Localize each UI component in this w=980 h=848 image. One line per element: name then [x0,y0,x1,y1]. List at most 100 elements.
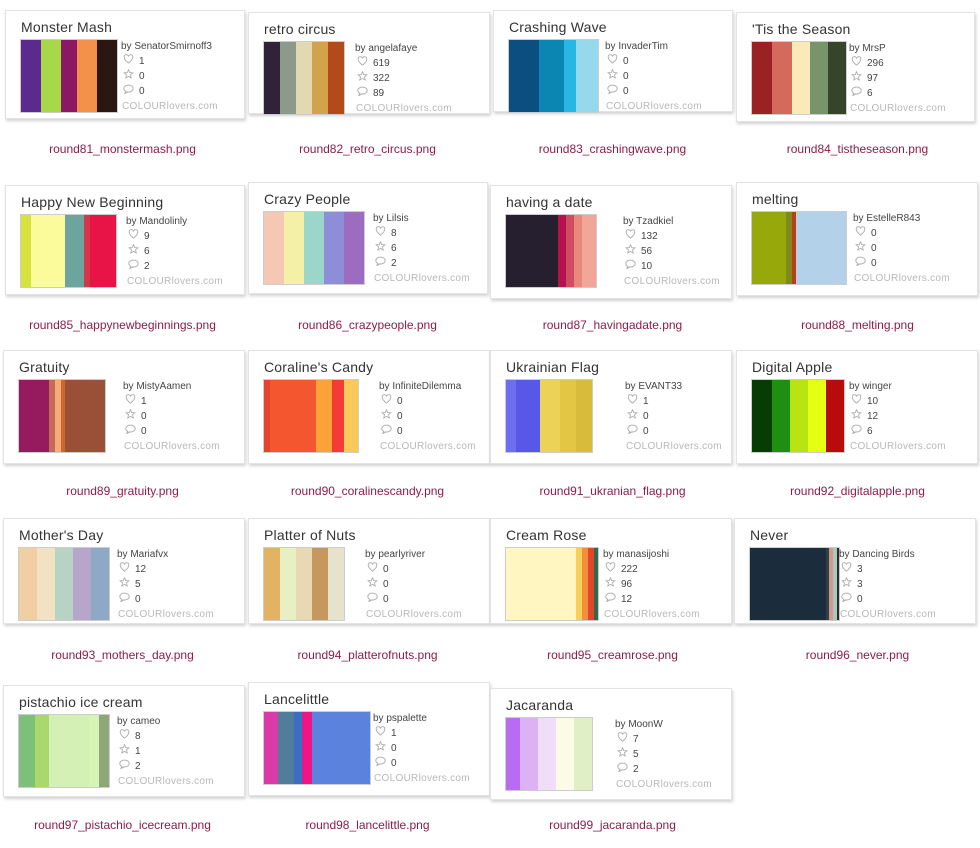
filename-link[interactable]: round86_crazypeople.png [298,318,437,332]
filename-link[interactable]: round94_platterofnuts.png [297,648,438,662]
palette-title[interactable]: 'Tis the Season [752,21,851,37]
palette-card[interactable]: Never by Dancing Birds 3 3 0 COLOURlovers.com [734,518,976,624]
color-swatch [19,548,37,620]
filename-link[interactable]: round92_digitalapple.png [790,484,925,498]
author-link[interactable]: by EVANT33 [625,381,683,392]
palette-title[interactable]: Ukrainian Flag [506,359,600,375]
author-link[interactable]: by angelafaye [355,43,418,54]
palette-card[interactable]: Cream Rose by manasijoshi 222 96 12 COLOURlov… [490,518,732,624]
palette-title[interactable]: Crazy People [264,191,351,207]
palette-swatches[interactable] [508,39,599,113]
palette-swatches[interactable] [263,547,345,621]
palette-swatches[interactable] [751,379,845,453]
filename-link[interactable]: round83_crashingwave.png [538,142,687,156]
palette-card[interactable]: having a date by Tzadkiel 132 56 10 COLOURlov… [490,185,732,299]
palette-card[interactable]: Gratuity by MistyAamen 1 0 0 COLOURlovers.com [3,350,245,464]
palette-card[interactable]: Platter of Nuts by pearlyriver 0 0 0 COLOURlo… [248,518,490,624]
filename-link[interactable]: round99_jacaranda.png [549,818,676,832]
author-link[interactable]: by Mariafvx [117,549,169,560]
author-link[interactable]: by pspalette [373,713,427,724]
palette-swatches[interactable] [505,717,593,791]
filename-link[interactable]: round96_never.png [805,648,910,662]
palette-swatches[interactable] [20,39,118,113]
palette-title[interactable]: Platter of Nuts [264,527,356,543]
filename-link[interactable]: round93_mothers_day.png [51,648,194,662]
palette-title[interactable]: retro circus [264,21,336,37]
comment-icon [125,424,136,439]
filename-link[interactable]: round97_pistachio_icecream.png [34,818,211,832]
palette-card[interactable]: Monster Mash by SenatorSmirnoff3 1 0 0 COLOUR… [5,10,245,119]
author-link[interactable]: by InfiniteDilemma [379,381,462,392]
palette-title[interactable]: Jacaranda [506,697,574,713]
palette-swatches[interactable] [505,547,599,621]
palette-title[interactable]: Coraline's Candy [264,359,374,375]
filename-link[interactable]: round88_melting.png [801,318,914,332]
author-link[interactable]: by pearlyriver [365,549,426,560]
palette-card[interactable]: Lancelittle by pspalette 1 0 0 COLOURlovers.c… [248,682,490,796]
filename-link[interactable]: round98_lancelittle.png [305,818,430,832]
author-link[interactable]: by MistyAamen [123,381,192,392]
palette-card[interactable]: 'Tis the Season by MrsP 296 97 6 COLOURlovers… [736,12,975,122]
palette-title[interactable]: Gratuity [19,359,70,375]
palette-title[interactable]: Monster Mash [21,19,113,35]
palette-card[interactable]: Digital Apple by winger 10 12 6 COLOURlovers.… [736,350,978,464]
stars-value: 97 [867,73,879,84]
palette-swatches[interactable] [263,711,371,785]
palette-title[interactable]: Crashing Wave [509,19,607,35]
palette-title[interactable]: Mother's Day [19,527,104,543]
comments-count: 0 [839,592,936,607]
author-link[interactable]: by winger [849,381,892,392]
palette-swatches[interactable] [18,379,106,453]
palette-swatches[interactable] [751,41,847,115]
author-link[interactable]: by Mandolinly [126,216,188,227]
palette-card[interactable]: Jacaranda by MoonW 7 5 2 COLOURlovers.com [490,688,732,800]
author-link[interactable]: by cameo [117,716,161,727]
filename-link[interactable]: round84_tistheseason.png [786,142,929,156]
author-link[interactable]: by MoonW [615,719,663,730]
palette-swatches[interactable] [505,379,593,453]
palette-card[interactable]: Crashing Wave by InvaderTim 0 0 0 COLOURlover… [493,10,733,113]
palette-title[interactable]: Cream Rose [506,527,587,543]
palette-swatches[interactable] [751,211,847,285]
author-link[interactable]: by Dancing Birds [839,549,915,560]
palette-title[interactable]: melting [752,191,799,207]
author-link[interactable]: by InvaderTim [605,41,668,52]
filename-link[interactable]: round82_retro_circus.png [299,142,436,156]
filename-link[interactable]: round95_creamrose.png [547,648,678,662]
filename-link[interactable]: round89_gratuity.png [66,484,179,498]
author-link[interactable]: by Lilsis [373,213,409,224]
palette-swatches[interactable] [263,211,365,285]
palette-swatches[interactable] [18,714,110,788]
palette-card[interactable]: Crazy People by Lilsis 8 6 2 COLOURlovers.com [248,182,488,294]
palette-card[interactable]: Happy New Beginning by Mandolinly 9 6 2 COLOU… [5,185,245,295]
palette-title[interactable]: Lancelittle [264,691,330,707]
filename-link[interactable]: round91_ukranian_flag.png [539,484,686,498]
palette-card[interactable]: pistachio ice cream by cameo 8 1 2 COLOURlove… [3,685,245,797]
palette-title[interactable]: Never [750,527,789,543]
palette-card[interactable]: Coraline's Candy by InfiniteDilemma 0 0 0 COL… [248,350,490,464]
author-link[interactable]: by MrsP [849,43,886,54]
palette-title[interactable]: Digital Apple [752,359,833,375]
palette-title[interactable]: Happy New Beginning [21,194,164,210]
filename-link[interactable]: round90_coralinescandy.png [290,484,445,498]
author-link[interactable]: by SenatorSmirnoff3 [121,41,212,52]
author-link[interactable]: by Tzadkiel [623,216,674,227]
palette-title[interactable]: pistachio ice cream [19,694,143,710]
filename-link[interactable]: round87_havingadate.png [542,318,683,332]
filename-link[interactable]: round85_happynewbeginnings.png [29,318,216,332]
palette-swatches[interactable] [20,214,117,288]
palette-title[interactable]: having a date [506,194,593,210]
comments-count: 10 [623,259,720,274]
palette-card[interactable]: Ukrainian Flag by EVANT33 1 0 0 COLOURlovers.… [490,350,732,464]
palette-swatches[interactable] [749,547,840,621]
palette-card[interactable]: Mother's Day by Mariafvx 12 5 0 COLOURlovers.… [3,518,245,624]
palette-swatches[interactable] [18,547,110,621]
filename-link[interactable]: round81_monstermash.png [49,142,196,156]
palette-swatches[interactable] [505,214,597,288]
palette-swatches[interactable] [263,379,359,453]
palette-swatches[interactable] [263,41,345,115]
palette-card[interactable]: melting by EstelleR843 0 0 0 COLOURlovers.com [736,182,978,296]
palette-card[interactable]: retro circus by angelafaye 619 322 89 COLOURl… [248,12,490,115]
author-link[interactable]: by EstelleR843 [853,213,921,224]
author-link[interactable]: by manasijoshi [603,549,670,560]
